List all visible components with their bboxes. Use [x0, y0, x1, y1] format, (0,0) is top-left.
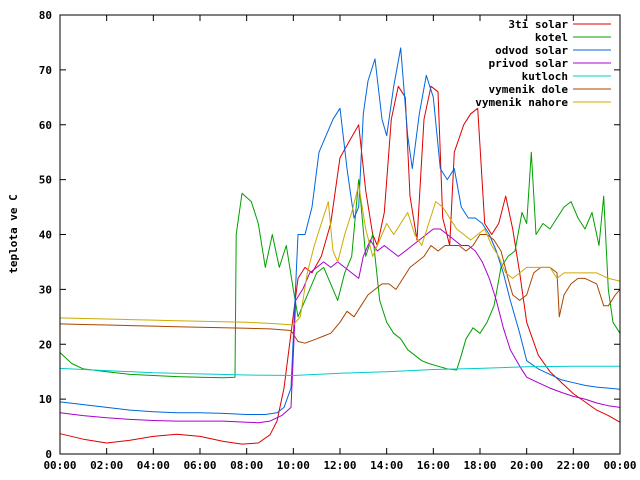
x-tick-label: 22:00	[557, 459, 590, 472]
y-tick-label: 40	[39, 229, 52, 242]
y-tick-label: 20	[39, 338, 52, 351]
series-layer	[59, 47, 621, 445]
series-line-4	[59, 365, 620, 376]
series-line-3	[59, 228, 621, 424]
y-tick-label: 0	[45, 448, 52, 461]
legend-label-6: vymenik nahore	[475, 96, 568, 109]
y-tick-label: 10	[39, 393, 52, 406]
ticks-layer: 00:00 02:00 04:00 06:00 08:00 10:00 12:00 14:00…	[39, 9, 637, 472]
y-tick-label: 80	[39, 9, 52, 22]
x-tick-label: 08:00	[230, 459, 263, 472]
x-tick-label: 02:00	[90, 459, 123, 472]
legend-label-4: kutloch	[522, 70, 568, 83]
x-tick-label: 16:00	[417, 459, 450, 472]
x-tick-label: 20:00	[510, 459, 543, 472]
x-tick-label: 04:00	[137, 459, 170, 472]
y-tick-label: 60	[39, 119, 52, 132]
legend-label-1: kotel	[535, 31, 568, 44]
x-tick-label: 18:00	[463, 459, 496, 472]
legend-label-5: vymenik dole	[489, 83, 569, 96]
legend-label-0: 3ti solar	[508, 18, 568, 31]
x-tick-label: 00:00	[603, 459, 636, 472]
legend-label-2: odvod solar	[495, 44, 568, 57]
series-line-1	[59, 151, 621, 379]
x-tick-label: 14:00	[370, 459, 403, 472]
y-tick-label: 70	[39, 64, 52, 77]
x-tick-label: 00:00	[43, 459, 76, 472]
x-tick-label: 12:00	[323, 459, 356, 472]
legend-label-3: privod solar	[489, 57, 569, 70]
y-tick-label: 30	[39, 283, 52, 296]
y-tick-label: 50	[39, 174, 52, 187]
series-line-6	[59, 184, 621, 326]
series-line-5	[59, 234, 621, 344]
series-line-2	[59, 47, 621, 415]
x-tick-label: 10:00	[277, 459, 310, 472]
y-axis-label: teplota ve C	[7, 194, 20, 273]
x-tick-label: 06:00	[183, 459, 216, 472]
